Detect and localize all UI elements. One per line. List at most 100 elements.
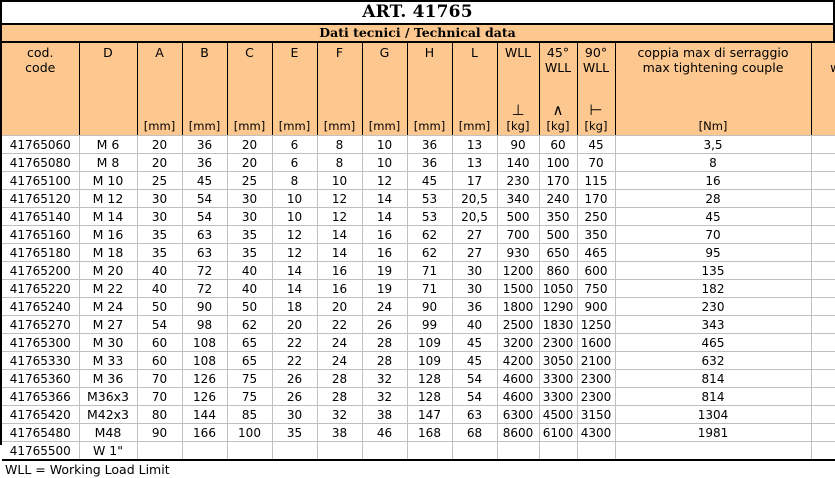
cell-h: 53 bbox=[407, 190, 452, 208]
column-header-label: D bbox=[80, 46, 137, 61]
cell-b: 63 bbox=[182, 226, 227, 244]
cell-e: 8 bbox=[272, 172, 317, 190]
cell-code: 41765270 bbox=[2, 316, 79, 334]
cell-e: 20 bbox=[272, 316, 317, 334]
cell-wll0: 1200 bbox=[497, 262, 539, 280]
cell-f: 28 bbox=[317, 370, 362, 388]
cell-b: 90 bbox=[182, 298, 227, 316]
cell-d: M 18 bbox=[79, 244, 137, 262]
cell-e: 10 bbox=[272, 190, 317, 208]
wll-legend: WLL = Working Load Limit bbox=[2, 461, 833, 478]
cell-g: 28 bbox=[362, 334, 407, 352]
cell-wll45: 1830 bbox=[539, 316, 577, 334]
cell-f: 38 bbox=[317, 424, 362, 442]
column-header-unit: [Nm] bbox=[616, 120, 811, 133]
cell-b bbox=[182, 442, 227, 461]
cell-b: 144 bbox=[182, 406, 227, 424]
cell-l bbox=[452, 442, 497, 461]
cell-e: 35 bbox=[272, 424, 317, 442]
cell-f: 28 bbox=[317, 388, 362, 406]
cell-g: 46 bbox=[362, 424, 407, 442]
cell-g: 32 bbox=[362, 388, 407, 406]
column-header-wll45: 45°WLL∧[kg] bbox=[539, 43, 577, 136]
cell-wll90: 2100 bbox=[577, 352, 615, 370]
cell-code: 41765240 bbox=[2, 298, 79, 316]
cell-f: 8 bbox=[317, 154, 362, 172]
cell-a: 40 bbox=[137, 262, 182, 280]
cell-weight: 1,70 bbox=[811, 334, 835, 352]
cell-code: 41765060 bbox=[2, 136, 79, 154]
cell-code: 41765120 bbox=[2, 190, 79, 208]
cell-h: 109 bbox=[407, 334, 452, 352]
column-header-unit: [mm] bbox=[138, 120, 182, 133]
cell-d: M 8 bbox=[79, 154, 137, 172]
cell-f: 12 bbox=[317, 190, 362, 208]
cell-f: 16 bbox=[317, 262, 362, 280]
cell-wll45: 860 bbox=[539, 262, 577, 280]
cell-e bbox=[272, 442, 317, 461]
cell-torque: 16 bbox=[615, 172, 811, 190]
cell-torque: 70 bbox=[615, 226, 811, 244]
cell-a: 80 bbox=[137, 406, 182, 424]
cell-b: 36 bbox=[182, 136, 227, 154]
cell-b: 36 bbox=[182, 154, 227, 172]
cell-torque: 45 bbox=[615, 208, 811, 226]
cell-d: M 33 bbox=[79, 352, 137, 370]
cell-wll45: 650 bbox=[539, 244, 577, 262]
column-header-label: WLL bbox=[498, 46, 539, 61]
cell-wll90: 3150 bbox=[577, 406, 615, 424]
cell-b: 54 bbox=[182, 208, 227, 226]
cell-f: 14 bbox=[317, 244, 362, 262]
cell-weight: 0,48 bbox=[811, 280, 835, 298]
cell-b: 72 bbox=[182, 280, 227, 298]
cell-wll90: 250 bbox=[577, 208, 615, 226]
cell-wll90: 70 bbox=[577, 154, 615, 172]
cell-wll45: 4500 bbox=[539, 406, 577, 424]
cell-h: 168 bbox=[407, 424, 452, 442]
cell-f: 12 bbox=[317, 208, 362, 226]
cell-wll45: 350 bbox=[539, 208, 577, 226]
cell-torque: 814 bbox=[615, 388, 811, 406]
cell-a: 40 bbox=[137, 280, 182, 298]
cell-g: 24 bbox=[362, 298, 407, 316]
cell-l: 54 bbox=[452, 370, 497, 388]
cell-wll45: 500 bbox=[539, 226, 577, 244]
cell-e: 26 bbox=[272, 388, 317, 406]
cell-g: 10 bbox=[362, 136, 407, 154]
cell-c: 62 bbox=[227, 316, 272, 334]
column-header-symbol: ⊥ bbox=[498, 103, 539, 118]
cell-code: 41765220 bbox=[2, 280, 79, 298]
cell-f: 10 bbox=[317, 172, 362, 190]
cell-wll45: 1290 bbox=[539, 298, 577, 316]
cell-a: 25 bbox=[137, 172, 182, 190]
cell-e: 18 bbox=[272, 298, 317, 316]
cell-e: 22 bbox=[272, 352, 317, 370]
cell-a: 70 bbox=[137, 388, 182, 406]
cell-l: 40 bbox=[452, 316, 497, 334]
cell-d: M 24 bbox=[79, 298, 137, 316]
cell-wll45: 1050 bbox=[539, 280, 577, 298]
cell-a bbox=[137, 442, 182, 461]
cell-wll45: 3300 bbox=[539, 370, 577, 388]
cell-l: 20,5 bbox=[452, 190, 497, 208]
cell-b: 126 bbox=[182, 370, 227, 388]
cell-wll0: 1800 bbox=[497, 298, 539, 316]
cell-wll90: 350 bbox=[577, 226, 615, 244]
cell-l: 27 bbox=[452, 226, 497, 244]
column-header-b: B[mm] bbox=[182, 43, 227, 136]
cell-c: 20 bbox=[227, 136, 272, 154]
cell-g: 12 bbox=[362, 172, 407, 190]
column-header-unit: [mm] bbox=[408, 120, 452, 133]
cell-wll0: 700 bbox=[497, 226, 539, 244]
cell-torque: 8 bbox=[615, 154, 811, 172]
cell-torque: 135 bbox=[615, 262, 811, 280]
cell-code: 41765330 bbox=[2, 352, 79, 370]
